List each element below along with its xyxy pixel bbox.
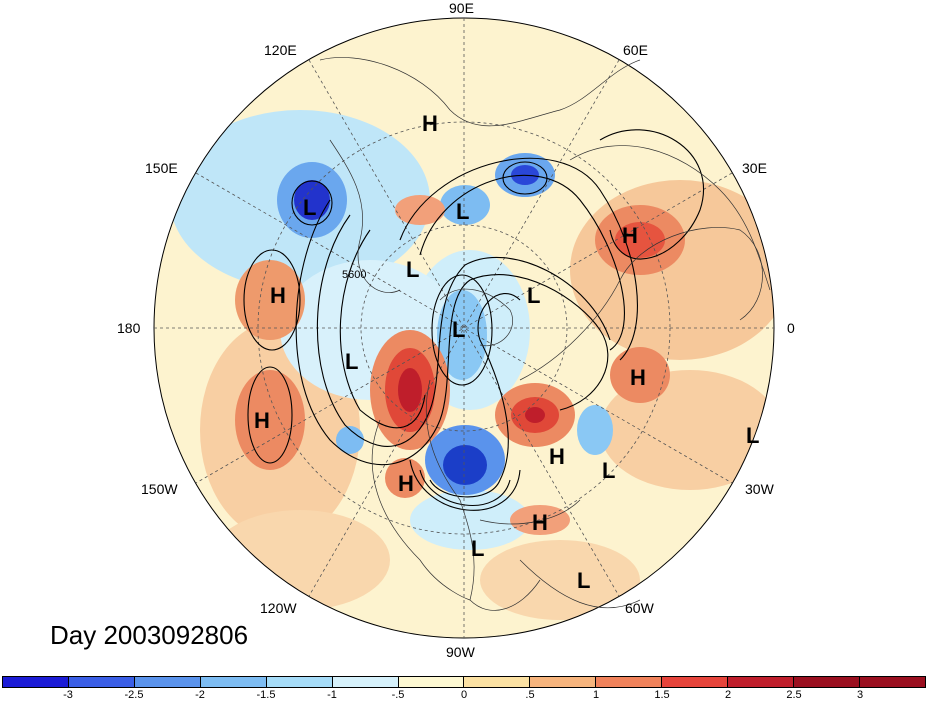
coastlines xyxy=(319,57,771,611)
pressure-center-marker: H xyxy=(422,111,438,136)
pressure-center-marker: H xyxy=(630,365,646,390)
pressure-center-marker: L xyxy=(452,317,465,342)
pressure-center-marker: H xyxy=(532,510,548,535)
lon-label-90w: 90W xyxy=(446,644,475,660)
lon-label-120w: 120W xyxy=(260,600,297,616)
graticule xyxy=(154,18,774,638)
colorbar-label: -2 xyxy=(195,689,205,701)
colorbar-label: -1 xyxy=(327,689,337,701)
colorbar-label: 3 xyxy=(856,689,864,701)
pressure-center-marker: L xyxy=(746,423,759,448)
colorbar-swatch xyxy=(859,677,925,687)
pressure-center-marker: H xyxy=(622,223,638,248)
map-title: Day 2003092806 xyxy=(50,620,249,650)
pressure-center-marker: H xyxy=(398,471,414,496)
pressure-center-marker: L xyxy=(456,199,469,224)
lon-label-150w: 150W xyxy=(141,481,178,497)
colorbar-label: .5 xyxy=(525,689,535,701)
pressure-center-marker: L xyxy=(471,536,484,561)
polar-map: 5600 H L L H L H L L L H H H L H L H L L xyxy=(153,17,775,639)
colorbar-swatch xyxy=(266,677,333,687)
lon-label-60e: 60E xyxy=(623,42,648,58)
pressure-center-marker: L xyxy=(406,257,419,282)
contour-label: 5600 xyxy=(342,269,366,281)
lon-label-30e: 30E xyxy=(742,160,767,176)
pressure-center-marker: L xyxy=(577,568,590,593)
colorbar-label: 1 xyxy=(592,689,600,701)
colorbar-swatch xyxy=(794,677,860,687)
colorbar-swatch xyxy=(530,677,597,687)
pressure-center-marker: L xyxy=(602,458,615,483)
colorbar-label: 2 xyxy=(724,689,732,701)
lon-label-60w: 60W xyxy=(625,600,654,616)
colorbar-label: -1.5 xyxy=(256,689,276,701)
colorbar-swatch xyxy=(68,677,135,687)
colorbar-swatch xyxy=(398,677,465,687)
lon-label-180: 180 xyxy=(117,320,141,336)
lon-label-90e: 90E xyxy=(449,0,474,16)
colorbar-swatch xyxy=(596,677,663,687)
colorbar-label: 1.5 xyxy=(654,689,670,701)
colorbar-swatch xyxy=(200,677,267,687)
pressure-center-marker: L xyxy=(345,349,358,374)
pressure-center-marker: H xyxy=(549,444,565,469)
colorbar-swatch xyxy=(3,677,69,687)
colorbar-swatch xyxy=(728,677,795,687)
colorbar-swatch xyxy=(332,677,399,687)
lon-label-150e: 150E xyxy=(145,160,178,176)
lon-label-30w: 30W xyxy=(745,481,774,497)
pressure-center-marker: H xyxy=(270,283,286,308)
colorbar-swatch xyxy=(464,677,531,687)
pressure-center-marker: L xyxy=(527,283,540,308)
anomaly-field xyxy=(154,18,774,638)
colorbar-label: -.5 xyxy=(391,689,405,701)
colorbar xyxy=(2,676,926,688)
colorbar-swatch xyxy=(134,677,201,687)
pressure-centers: H L L H L H L L L H H H L H L H L L xyxy=(254,111,759,593)
colorbar-swatch xyxy=(662,677,729,687)
colorbar-label: -3 xyxy=(63,689,73,701)
colorbar-label: 0 xyxy=(460,689,468,701)
pressure-center-marker: L xyxy=(303,195,316,220)
lon-label-120e: 120E xyxy=(264,42,297,58)
colorbar-label: 2.5 xyxy=(786,689,802,701)
height-contours xyxy=(243,129,705,511)
pressure-center-marker: H xyxy=(254,408,270,433)
lon-label-0: 0 xyxy=(787,320,795,336)
colorbar-label: -2.5 xyxy=(124,689,144,701)
